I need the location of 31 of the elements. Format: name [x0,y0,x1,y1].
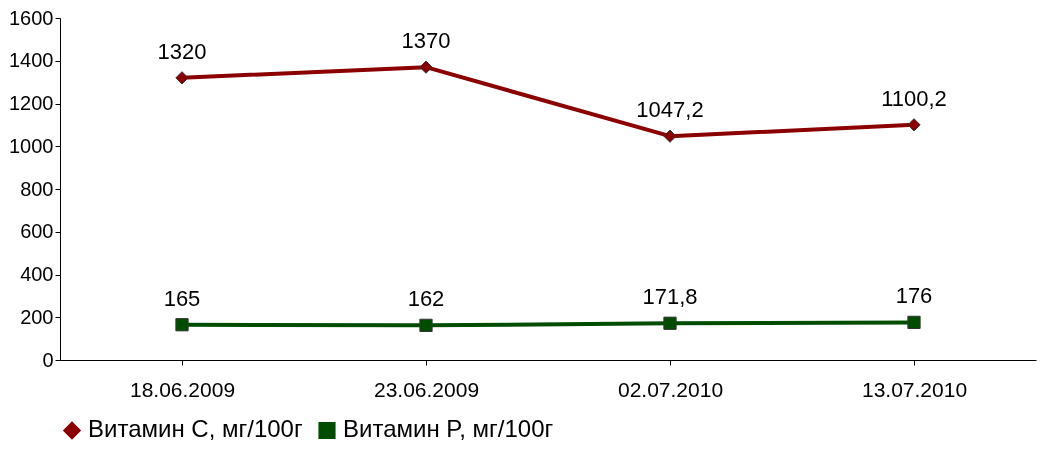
y-tick-label: 200 [20,305,54,328]
x-tick-label: 02.07.2010 [617,377,724,401]
data-label: 1320 [157,38,207,64]
point [175,318,189,332]
point [907,315,921,329]
y-tick-label: 0 [42,348,54,371]
data-label: 1100,2 [881,85,947,111]
y-tick-label: 1000 [9,134,54,157]
data-label: 165 [163,285,201,311]
x-tick-label: 18.06.2009 [129,377,236,401]
point [663,129,677,143]
point [175,71,189,85]
data-label: 1370 [401,28,451,54]
point [663,316,677,330]
data-label: 171,8 [642,284,698,310]
legend-label: Витамин P, мг/100г [343,415,554,443]
y-tick-label: 1600 [9,6,54,29]
x-tick-label: 13.07.2010 [861,377,968,401]
y-tick-label: 1400 [9,49,54,72]
y-tick-label: 1200 [9,92,54,114]
point [419,60,433,74]
data-label: 1047,2 [636,97,704,123]
data-label: 162 [407,286,445,312]
legend-label: Витамин C, мг/100г [88,415,303,443]
y-tick-label: 800 [20,177,54,200]
point [907,118,921,132]
point [419,318,433,332]
y-tick-label: 600 [20,220,54,243]
data-label: 176 [895,283,933,309]
x-tick-label: 23.06.2009 [373,377,480,401]
y-tick-label: 400 [20,263,54,285]
